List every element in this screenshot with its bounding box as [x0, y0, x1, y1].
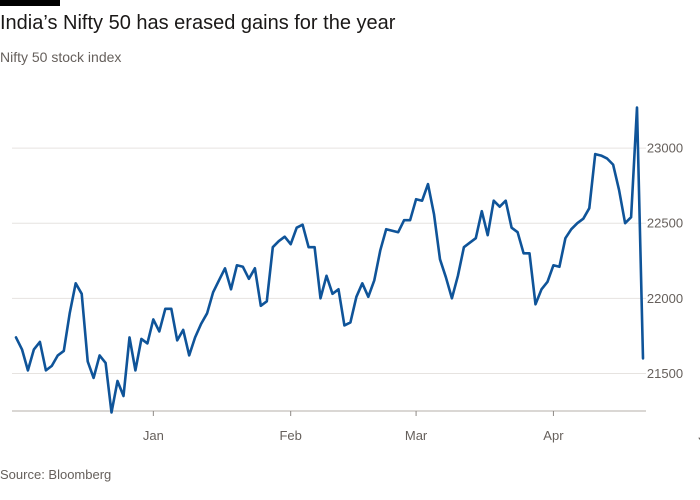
series-line-nifty-50	[14, 106, 645, 414]
x-tick-label-jun: Jun	[698, 428, 700, 443]
y-tick-label-21500: 21500	[647, 366, 683, 381]
y-tick-label-22000: 22000	[647, 291, 683, 306]
y-axis-labels: 21500 22000 22500 23000	[647, 141, 683, 381]
y-tick-label-23000: 23000	[647, 141, 683, 156]
x-tick-label-jan: Jan	[143, 428, 164, 443]
x-tick-label-mar: Mar	[405, 428, 428, 443]
chart-subtitle: Nifty 50 stock index	[0, 49, 122, 65]
x-axis: Jan Feb Mar Apr Jun	[12, 410, 700, 443]
gridlines	[12, 147, 646, 374]
y-tick-label-22500: 22500	[647, 216, 683, 231]
x-tick-label-apr: Apr	[543, 428, 564, 443]
source-note: Source: Bloomberg	[0, 467, 112, 482]
top-accent-bar	[0, 0, 60, 6]
series-group	[14, 106, 645, 414]
x-tick-label-feb: Feb	[279, 428, 301, 443]
chart-title: India’s Nifty 50 has erased gains for th…	[0, 12, 396, 34]
